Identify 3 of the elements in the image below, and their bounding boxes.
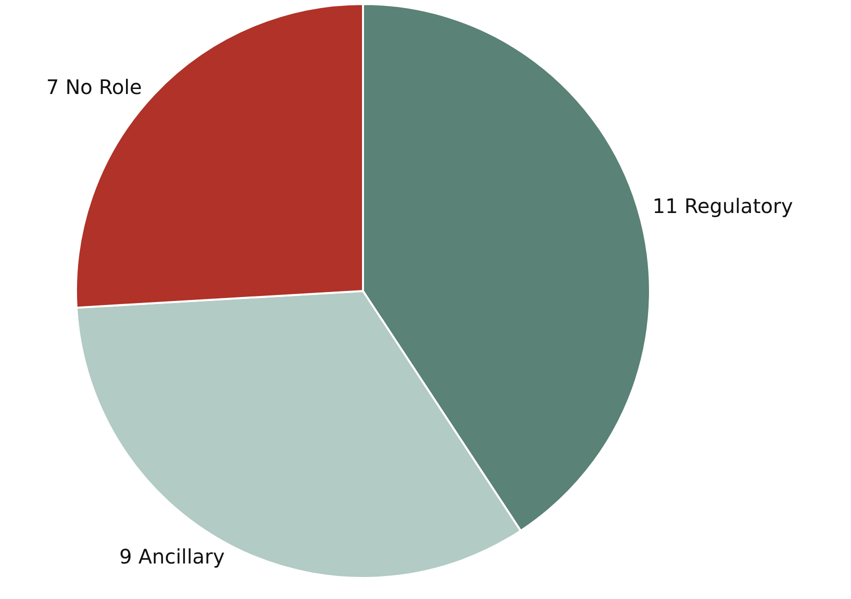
slice-label: 9 Ancillary bbox=[119, 544, 225, 568]
slice-label: 7 No Role bbox=[46, 75, 142, 100]
slice-label: 11 Regulatory bbox=[652, 194, 794, 218]
